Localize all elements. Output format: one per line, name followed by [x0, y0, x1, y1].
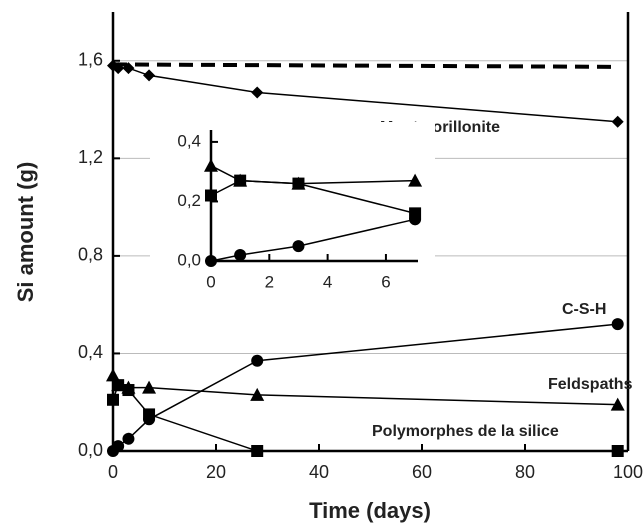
marker [122, 432, 135, 445]
marker [143, 69, 156, 82]
x-tick-label: 60 [412, 462, 432, 482]
marker [234, 249, 247, 262]
y-tick-label: 0,8 [78, 245, 103, 265]
y-tick-label: 0,0 [78, 440, 103, 460]
marker [251, 86, 264, 99]
y-tick-label: 1,6 [78, 50, 103, 70]
y-tick-label: 0,4 [177, 131, 201, 150]
marker [292, 240, 305, 253]
x-tick-label: 0 [206, 272, 215, 291]
marker [409, 213, 422, 226]
y-tick-label: 0,2 [177, 191, 201, 210]
x-tick-label: 2 [265, 272, 274, 291]
marker [611, 445, 624, 457]
series-line [210, 179, 416, 215]
marker [112, 379, 125, 392]
marker [251, 445, 264, 457]
x-tick-label: 100 [613, 462, 643, 482]
x-tick-label: 40 [309, 462, 329, 482]
marker [107, 393, 119, 406]
x-tick-label: 4 [323, 272, 332, 291]
marker [122, 384, 135, 397]
y-tick-label: 0,4 [78, 342, 103, 362]
x-tick-label: 0 [108, 462, 118, 482]
marker [143, 408, 156, 421]
dashed-line [112, 62, 618, 69]
x-tick-label: 6 [381, 272, 390, 291]
x-axis-label: Time (days) [309, 498, 431, 523]
marker [611, 318, 624, 331]
marker [112, 440, 125, 453]
marker [292, 177, 305, 190]
marker [408, 173, 423, 187]
series-line [112, 64, 618, 123]
y-tick-label: 1,2 [78, 147, 103, 167]
marker [142, 380, 157, 394]
y-tick-label: 0,0 [177, 250, 201, 269]
x-tick-label: 80 [515, 462, 535, 482]
marker [251, 354, 264, 367]
inset-background [150, 122, 435, 287]
series-label: C-S-H [562, 301, 606, 318]
series-line [112, 375, 618, 406]
marker [204, 158, 218, 172]
series-label: Polymorphes de la silice [372, 423, 559, 440]
series-line [112, 384, 618, 452]
x-tick-label: 20 [206, 462, 226, 482]
marker [234, 174, 247, 187]
y-axis-label: Si amount (g) [13, 162, 38, 303]
marker [250, 387, 265, 401]
marker [106, 368, 120, 382]
marker [205, 255, 217, 267]
marker [205, 189, 217, 202]
marker [611, 115, 624, 128]
series-label: Feldspaths [548, 376, 633, 393]
series-line [210, 218, 416, 262]
marker [610, 397, 625, 411]
